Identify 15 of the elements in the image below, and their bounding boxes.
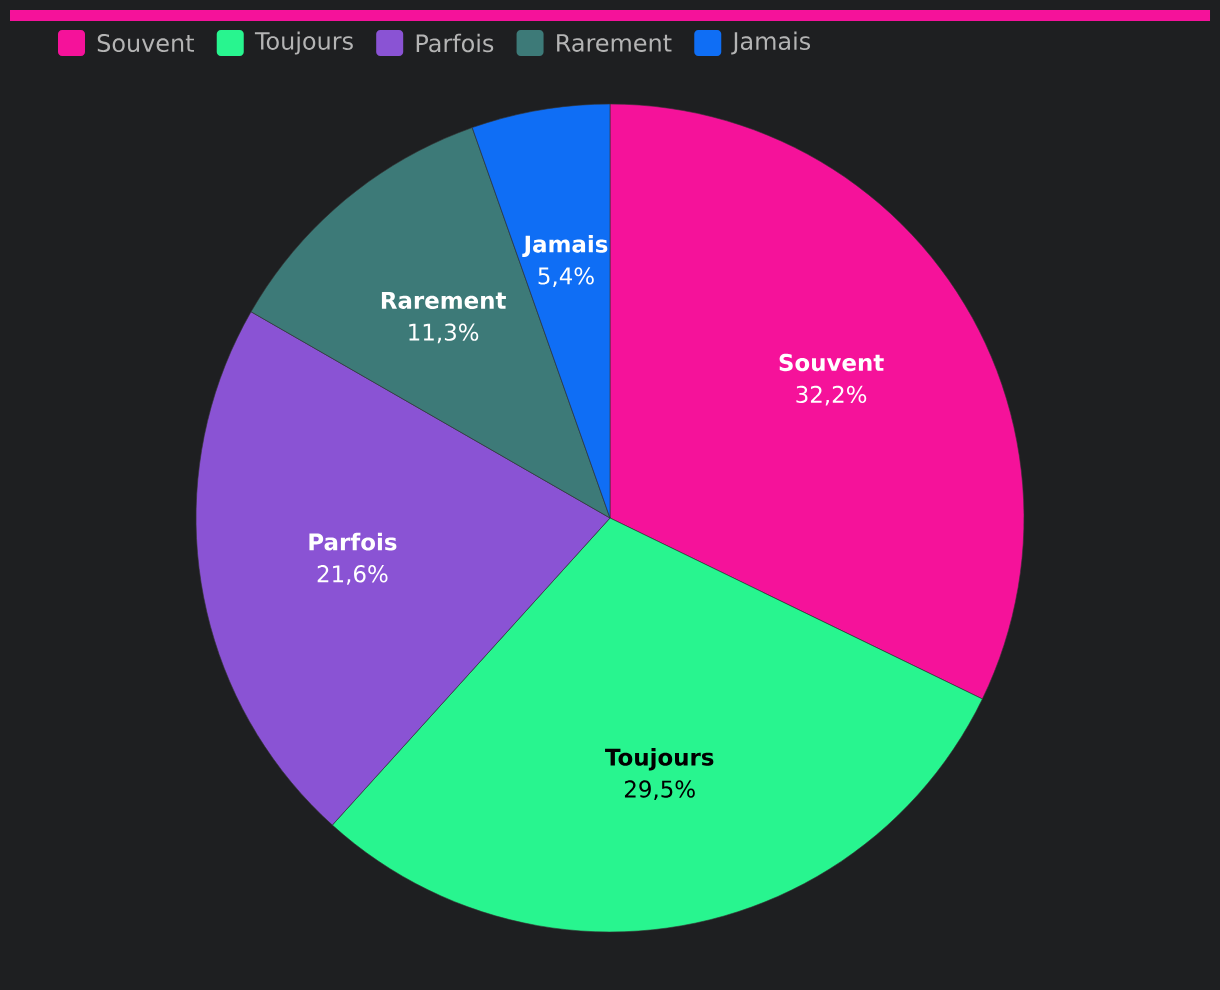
legend-label: Rarement (557, 34, 672, 52)
data-label: 32,2% (796, 385, 867, 406)
data-label: 21,6% (317, 565, 388, 585)
legend-label: Parfois (416, 33, 494, 53)
slice-label: Souvent (779, 353, 884, 372)
data-label: 5,4% (538, 267, 594, 287)
data-label: 29,5% (624, 780, 695, 801)
slice-label: Rarement (381, 291, 506, 309)
slice-label: Jamais (522, 234, 608, 257)
slice-label: Parfois (309, 532, 397, 551)
data-label: 11,3% (409, 323, 479, 344)
slice-label: Toujours (605, 748, 714, 771)
legend-label: Toujours (254, 31, 353, 55)
legend-label: Jamais (731, 31, 811, 55)
legend-label: Souvent (97, 33, 194, 53)
